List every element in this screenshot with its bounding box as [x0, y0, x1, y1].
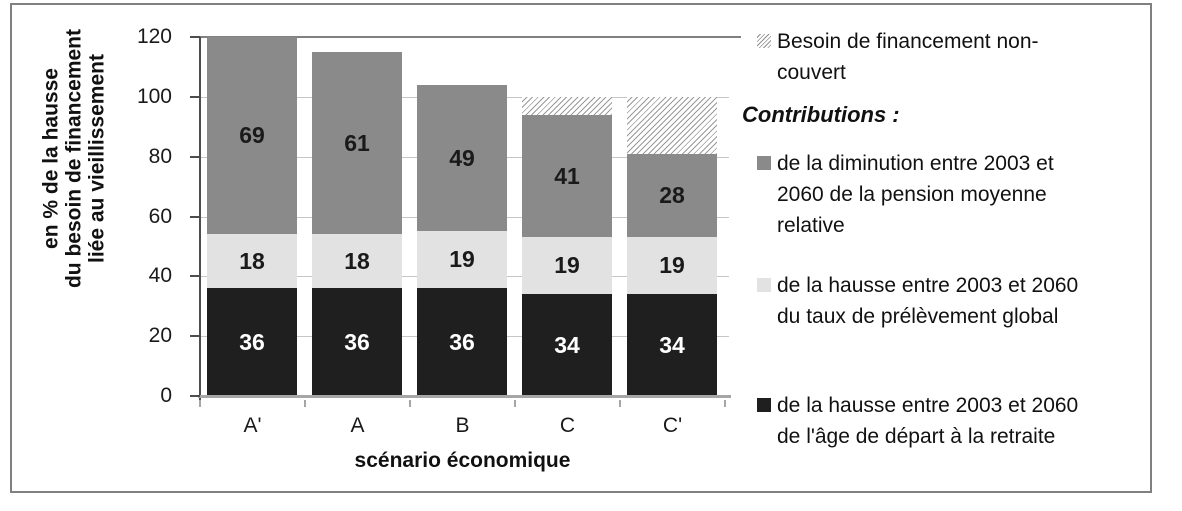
y-axis-tickmark-80 [190, 155, 200, 158]
bar-segment-C': 28 [627, 153, 717, 238]
bar-value-label: 34 [659, 331, 685, 358]
y-tick-label-100: 100 [136, 84, 172, 108]
x-category-label-C: C [559, 414, 576, 437]
bar-segment-A': 36 [207, 288, 297, 396]
bar-value-label: 34 [554, 331, 580, 358]
y-axis-tickmark-20 [190, 335, 200, 338]
bar-segment-C [522, 96, 612, 115]
bar-value-label: 41 [554, 162, 580, 189]
legend-item-label: de la hausse entre 2003 et 2060 de l'âge… [777, 394, 1079, 448]
bar-value-label: 36 [239, 328, 265, 355]
y-axis-title-line: en % de la hausse [39, 68, 63, 249]
y-axis-tickmark-120 [190, 36, 200, 38]
x-axis-tickmark [409, 400, 411, 407]
y-tick-label-0: 0 [160, 384, 172, 407]
bar-value-label: 28 [659, 182, 685, 209]
x-axis-tickmark [514, 400, 516, 407]
bar-value-label: 19 [554, 252, 580, 279]
x-axis-tickmark [304, 400, 306, 407]
legend-item-contribution-2: de la hausse entre 2003 et 2060 de l'âge… [740, 390, 1156, 452]
y-axis-title-line: du besoin de financement [62, 28, 86, 289]
y-axis-tick-labels: 0 20 40 60 80 100 120 [100, 25, 172, 407]
x-category-label-A': A' [243, 414, 262, 437]
x-axis-line [198, 395, 731, 398]
bar-value-label: 36 [449, 328, 475, 355]
bar-value-label: 36 [344, 328, 370, 355]
legend-heading: Contributions : [742, 102, 900, 127]
legend-contribution-items: de la diminution entre 2003 et 2060 de l… [740, 148, 1156, 452]
legend-item-contribution-0: de la diminution entre 2003 et 2060 de l… [740, 148, 1156, 241]
bar-value-label: 18 [239, 247, 265, 274]
bar-value-label: 49 [449, 144, 475, 171]
x-axis-title: scénario économique [354, 449, 571, 472]
bar-segment-A': 69 [207, 37, 297, 235]
x-axis-tickmark [199, 400, 201, 407]
y-tick-label-120: 120 [136, 25, 172, 48]
bar-segment-C': 19 [627, 237, 717, 295]
y-axis-tickmark-100 [190, 95, 200, 98]
hatch-swatch-icon [757, 34, 771, 48]
bar-value-label: 19 [449, 246, 475, 273]
y-tick-label-60: 60 [148, 204, 172, 228]
bar-value-label: 19 [659, 252, 685, 279]
bar-segment-B: 36 [417, 288, 507, 396]
bar-segment-A: 36 [312, 288, 402, 396]
legend-item-label: Besoin de financement non- couvert [777, 30, 1039, 84]
legend-item-besoin-non-couvert: Besoin de financement non- couvert [740, 26, 1156, 88]
bar-value-label: 18 [344, 247, 370, 274]
x-category-label-C': C' [662, 414, 683, 437]
y-tick-label-20: 20 [148, 324, 172, 348]
bar-value-label: 69 [239, 122, 265, 149]
bar-segment-C: 34 [522, 294, 612, 396]
gridline-120 [190, 36, 741, 38]
legend-item-label: de la hausse entre 2003 et 2060 du taux … [777, 274, 1079, 328]
bar-segment-C': 34 [627, 294, 717, 396]
bar-segment-A: 18 [312, 234, 402, 289]
legend-item-non-couvert: Besoin de financement non- couvert [740, 26, 1156, 88]
bar-segment-B: 49 [417, 84, 507, 232]
plot-area: 36 18 69 36 18 61 36 19 49 34 19 41 34 19 28 [190, 36, 741, 407]
x-category-label-A: A [350, 414, 365, 437]
x-category-label-B: B [455, 414, 470, 437]
x-axis-category-labels: A' A B C C' [200, 414, 725, 438]
color-swatch-icon [757, 398, 771, 412]
y-axis-title: en % de la hausse du besoin de financeme… [40, 0, 109, 344]
bar-segment-C: 19 [522, 237, 612, 295]
y-tick-label-80: 80 [148, 144, 172, 168]
color-swatch-icon [757, 278, 771, 292]
bar-segment-A': 18 [207, 234, 297, 289]
bar-value-label: 61 [344, 129, 370, 156]
x-axis-tickmark [724, 400, 726, 407]
y-axis-line [199, 37, 201, 402]
bar-segment-C' [627, 96, 717, 154]
legend-item-label: de la diminution entre 2003 et 2060 de l… [777, 152, 1054, 237]
y-axis-tickmark-60 [190, 215, 200, 218]
legend-item-contribution-1: de la hausse entre 2003 et 2060 du taux … [740, 270, 1156, 332]
y-tick-label-40: 40 [148, 264, 172, 288]
bar-segment-C: 41 [522, 114, 612, 238]
y-axis-tickmark-0 [190, 395, 200, 397]
bar-segment-A: 61 [312, 51, 402, 235]
legend: Besoin de financement non- couvert Contr… [740, 26, 1156, 452]
bar-segment-B: 19 [417, 231, 507, 289]
x-axis-tickmark [619, 400, 621, 407]
y-axis-tickmark-40 [190, 275, 200, 278]
color-swatch-icon [757, 156, 771, 170]
